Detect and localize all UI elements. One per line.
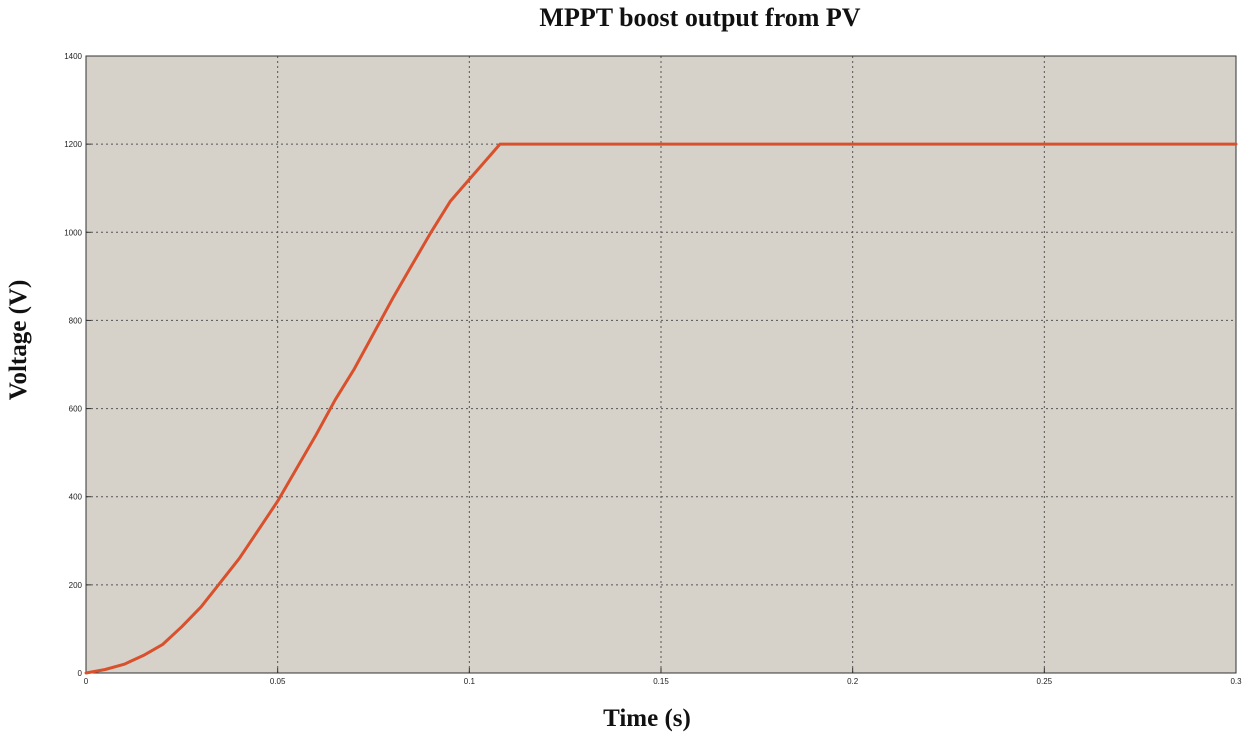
data-point bbox=[372, 332, 375, 335]
data-point bbox=[487, 156, 490, 159]
data-point bbox=[334, 398, 337, 401]
y-tick-label: 1000 bbox=[64, 228, 82, 237]
data-point bbox=[295, 467, 298, 470]
data-point bbox=[85, 672, 88, 675]
x-tick-label: 0.1 bbox=[464, 677, 476, 686]
y-tick-label: 1400 bbox=[64, 52, 82, 61]
data-point bbox=[200, 605, 203, 608]
data-point bbox=[142, 654, 145, 657]
data-point bbox=[123, 663, 126, 666]
data-point bbox=[1043, 143, 1046, 146]
y-tick-label: 0 bbox=[78, 669, 83, 678]
data-point bbox=[468, 178, 471, 181]
chart-title: MPPT boost output from PV bbox=[539, 3, 860, 32]
data-point bbox=[430, 231, 433, 234]
plot-area bbox=[86, 56, 1236, 673]
x-tick-label: 0 bbox=[84, 677, 89, 686]
x-axis-label: Time (s) bbox=[603, 705, 691, 732]
y-tick-label: 400 bbox=[69, 493, 83, 502]
y-tick-label: 200 bbox=[69, 581, 83, 590]
data-point bbox=[851, 143, 854, 146]
x-tick-label: 0.15 bbox=[653, 677, 669, 686]
y-axis-label: Voltage (V) bbox=[5, 280, 32, 401]
data-point bbox=[1235, 143, 1238, 146]
data-point bbox=[315, 434, 318, 437]
data-point bbox=[499, 143, 502, 146]
tick-labels: 0 0.05 0.1 0.15 0.2 0.25 0.3 0 200 400 600 800 1000 1… bbox=[64, 52, 1242, 686]
data-point bbox=[161, 643, 164, 646]
data-point bbox=[180, 625, 183, 628]
data-point bbox=[104, 668, 107, 671]
data-point bbox=[238, 557, 241, 560]
data-point bbox=[276, 500, 279, 503]
series-line bbox=[84, 142, 1238, 675]
y-tick-label: 600 bbox=[69, 405, 83, 414]
x-tick-label: 0.05 bbox=[270, 677, 286, 686]
data-point bbox=[410, 264, 413, 267]
data-point bbox=[353, 367, 356, 370]
data-point bbox=[219, 581, 222, 584]
data-point bbox=[391, 297, 394, 300]
data-point bbox=[257, 528, 260, 531]
x-tick-label: 0.25 bbox=[1037, 677, 1053, 686]
x-tick-label: 0.3 bbox=[1230, 677, 1242, 686]
data-point bbox=[449, 200, 452, 203]
y-tick-label: 800 bbox=[69, 316, 83, 325]
y-tick-label: 1200 bbox=[64, 140, 82, 149]
x-tick-label: 0.2 bbox=[847, 677, 859, 686]
data-point bbox=[660, 143, 663, 146]
